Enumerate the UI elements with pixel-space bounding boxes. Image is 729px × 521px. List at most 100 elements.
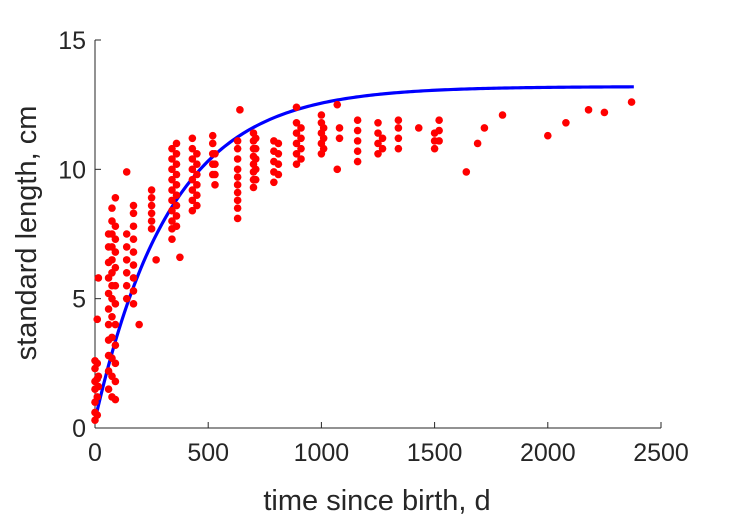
- scatter-point: [168, 235, 176, 243]
- scatter-point: [122, 281, 131, 290]
- scatter-point: [211, 150, 219, 158]
- scatter-point: [292, 139, 301, 148]
- scatter-point: [168, 206, 176, 215]
- scatter-point: [188, 144, 197, 153]
- scatter-point: [233, 165, 242, 174]
- x-tick-label: 0: [88, 439, 102, 467]
- scatter-point: [292, 150, 301, 158]
- scatter-point: [94, 382, 103, 391]
- scatter-point: [122, 168, 131, 176]
- scatter-point: [208, 139, 217, 148]
- scatter-point: [435, 116, 443, 124]
- scatter-point: [435, 126, 443, 135]
- scatter-point: [233, 137, 242, 145]
- scatter-point: [188, 175, 197, 184]
- scatter-point: [251, 175, 260, 184]
- scatter-point: [93, 359, 102, 368]
- scatter-point: [193, 150, 201, 158]
- scatter-point: [129, 222, 138, 231]
- scatter-point: [374, 150, 382, 158]
- x-tick-label: 2500: [633, 439, 689, 467]
- scatter-point: [129, 274, 138, 282]
- scatter-point: [378, 144, 387, 153]
- scatter-point: [93, 393, 102, 401]
- scatter-point: [168, 165, 176, 174]
- scatter-point: [104, 305, 113, 313]
- scatter-point: [111, 193, 120, 202]
- scatter-point: [188, 196, 197, 205]
- scatter-point: [353, 137, 362, 145]
- scatter-point: [394, 144, 403, 153]
- scatter-point: [233, 204, 242, 212]
- scatter-point: [122, 243, 131, 251]
- scatter-point: [374, 118, 382, 127]
- scatter-point: [333, 100, 342, 109]
- scatter-point: [152, 256, 160, 264]
- scatter-point: [233, 214, 242, 223]
- scatter-point: [394, 134, 403, 143]
- x-tick-label: 500: [187, 439, 229, 467]
- scatter-point: [211, 160, 219, 168]
- scatter-point: [168, 217, 176, 225]
- scatter-point: [353, 147, 362, 156]
- scatter-point: [147, 186, 156, 194]
- scatter-point: [147, 225, 156, 233]
- scatter-point: [319, 134, 328, 143]
- scatter-point: [627, 98, 636, 106]
- scatter-point: [292, 103, 301, 112]
- scatter-point: [129, 235, 138, 243]
- scatter-point: [129, 248, 138, 256]
- scatter-point: [129, 201, 138, 210]
- scatter-point: [211, 181, 219, 189]
- scatter-point: [233, 144, 242, 153]
- scatter-point: [297, 134, 305, 143]
- scatter-points: [91, 98, 636, 425]
- scatter-point: [135, 320, 143, 329]
- y-tick-label: 15: [58, 27, 86, 55]
- scatter-point: [108, 256, 116, 264]
- scatter-point: [108, 333, 116, 342]
- scatter-point: [147, 201, 156, 210]
- scatter-point: [168, 196, 176, 205]
- scatter-point: [335, 134, 344, 143]
- scatter-point: [93, 315, 102, 324]
- scatter-point: [172, 201, 181, 210]
- scatter-point: [176, 253, 184, 262]
- scatter-point: [111, 281, 120, 290]
- scatter-point: [188, 155, 197, 163]
- scatter-point: [193, 170, 201, 179]
- scatter-point: [129, 287, 138, 295]
- scatter-point: [544, 131, 552, 140]
- scatter-point: [172, 191, 181, 199]
- scatter-point: [251, 144, 260, 153]
- scatter-point: [172, 139, 181, 148]
- scatter-point: [317, 111, 326, 119]
- scatter-point: [168, 144, 176, 153]
- scatter-point: [108, 204, 116, 212]
- scatter-point: [414, 124, 423, 132]
- scatter-point: [193, 181, 201, 189]
- scatter-point: [111, 235, 120, 243]
- scatter-point: [394, 116, 403, 124]
- scatter-point: [233, 181, 242, 189]
- y-tick-label: 5: [72, 286, 86, 314]
- scatter-point: [251, 155, 260, 163]
- scatter-point: [111, 263, 120, 272]
- scatter-point: [319, 124, 328, 132]
- y-tick-label: 10: [58, 156, 86, 184]
- scatter-point: [600, 108, 609, 117]
- scatter-point: [188, 206, 197, 215]
- scatter-point: [168, 186, 176, 194]
- scatter-point: [104, 385, 113, 394]
- scatter-point: [233, 173, 242, 181]
- scatter-point: [111, 248, 120, 256]
- scatter-point: [168, 175, 176, 184]
- scatter-point: [236, 106, 244, 114]
- scatter-point: [193, 160, 201, 168]
- scatter-point: [172, 160, 181, 168]
- scatter-point: [172, 212, 181, 220]
- scatter-point: [172, 181, 181, 189]
- scatter-point: [172, 170, 181, 179]
- scatter-point: [108, 312, 116, 321]
- scatter-point: [297, 124, 305, 132]
